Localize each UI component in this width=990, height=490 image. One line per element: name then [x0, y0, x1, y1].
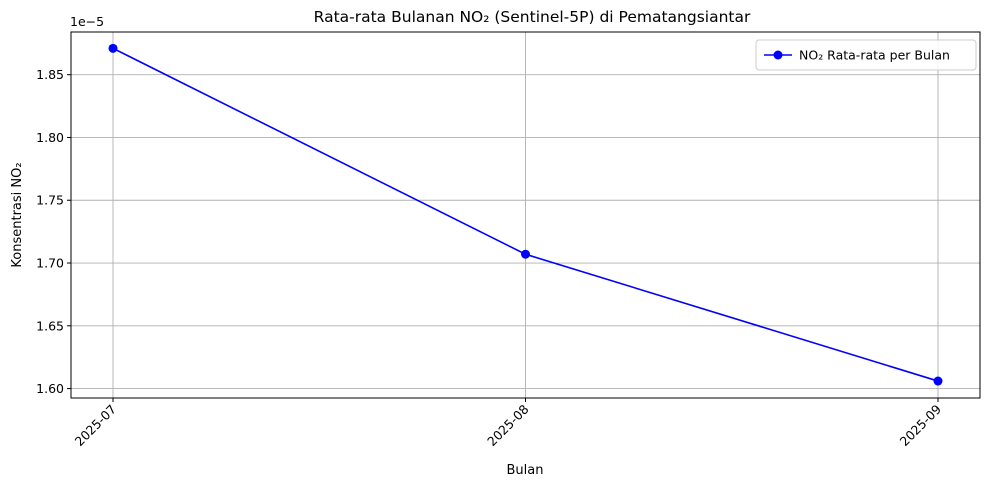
x-tick-label: 2025-09: [897, 401, 945, 449]
y-offset-label: 1e−5: [70, 14, 104, 29]
y-axis-label: Konsentrasi NO₂: [10, 162, 25, 267]
legend: NO₂ Rata-rata per Bulan: [755, 39, 977, 71]
y-axis-ticks: 1.60 1.65 1.70 1.75 1.80 1.85: [36, 67, 71, 396]
data-point: [108, 43, 118, 53]
y-tick-label: 1.80: [36, 130, 64, 145]
y-tick-label: 1.60: [36, 381, 64, 396]
legend-box: [755, 39, 977, 71]
y-tick-label: 1.65: [36, 318, 64, 333]
data-point: [521, 249, 530, 259]
data-point: [933, 376, 943, 386]
y-tick-label: 1.75: [36, 193, 64, 208]
legend-marker-swatch: [773, 50, 783, 60]
chart-title: Rata-rata Bulanan NO₂ (Sentinel-5P) di P…: [314, 8, 751, 26]
y-tick-label: 1.70: [36, 256, 64, 271]
x-axis-ticks: 2025-07 2025-08 2025-09: [72, 398, 945, 450]
series-layer: [108, 43, 943, 386]
x-tick-label: 2025-08: [484, 401, 532, 449]
y-tick-label: 1.85: [36, 67, 64, 82]
legend-label: NO₂ Rata-rata per Bulan: [799, 48, 950, 63]
x-tick-label: 2025-07: [72, 402, 120, 450]
x-axis-label: Bulan: [507, 463, 544, 478]
grid-lines: [71, 32, 980, 398]
